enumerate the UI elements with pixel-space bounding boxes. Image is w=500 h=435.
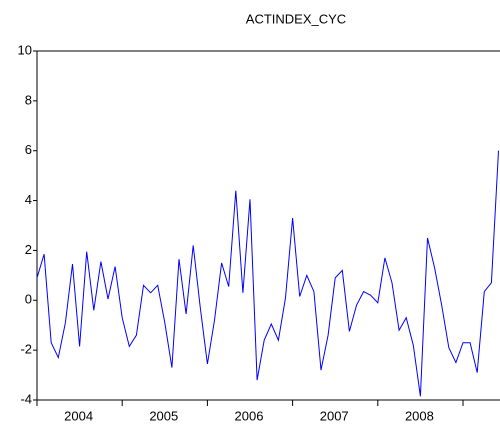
x-tick-label: 2008 bbox=[405, 408, 434, 423]
x-tick-label: 2005 bbox=[149, 408, 178, 423]
chart-title: ACTINDEX_CYC bbox=[246, 11, 346, 26]
y-tick-label: 6 bbox=[25, 142, 32, 157]
plot-frame bbox=[36, 50, 500, 401]
x-tick-label: 2004 bbox=[64, 408, 93, 423]
x-tick-label: 2006 bbox=[235, 408, 264, 423]
y-tick-label: -4 bbox=[20, 391, 32, 406]
y-tick-label: 4 bbox=[25, 192, 32, 207]
y-tick-label: 2 bbox=[25, 242, 32, 257]
x-tick-label: 2007 bbox=[320, 408, 349, 423]
line-series bbox=[36, 150, 499, 397]
y-tick-label: 10 bbox=[18, 42, 32, 57]
y-tick-label: 8 bbox=[25, 92, 32, 107]
y-tick-label: 0 bbox=[25, 292, 32, 307]
y-tick-label: -2 bbox=[20, 342, 32, 357]
